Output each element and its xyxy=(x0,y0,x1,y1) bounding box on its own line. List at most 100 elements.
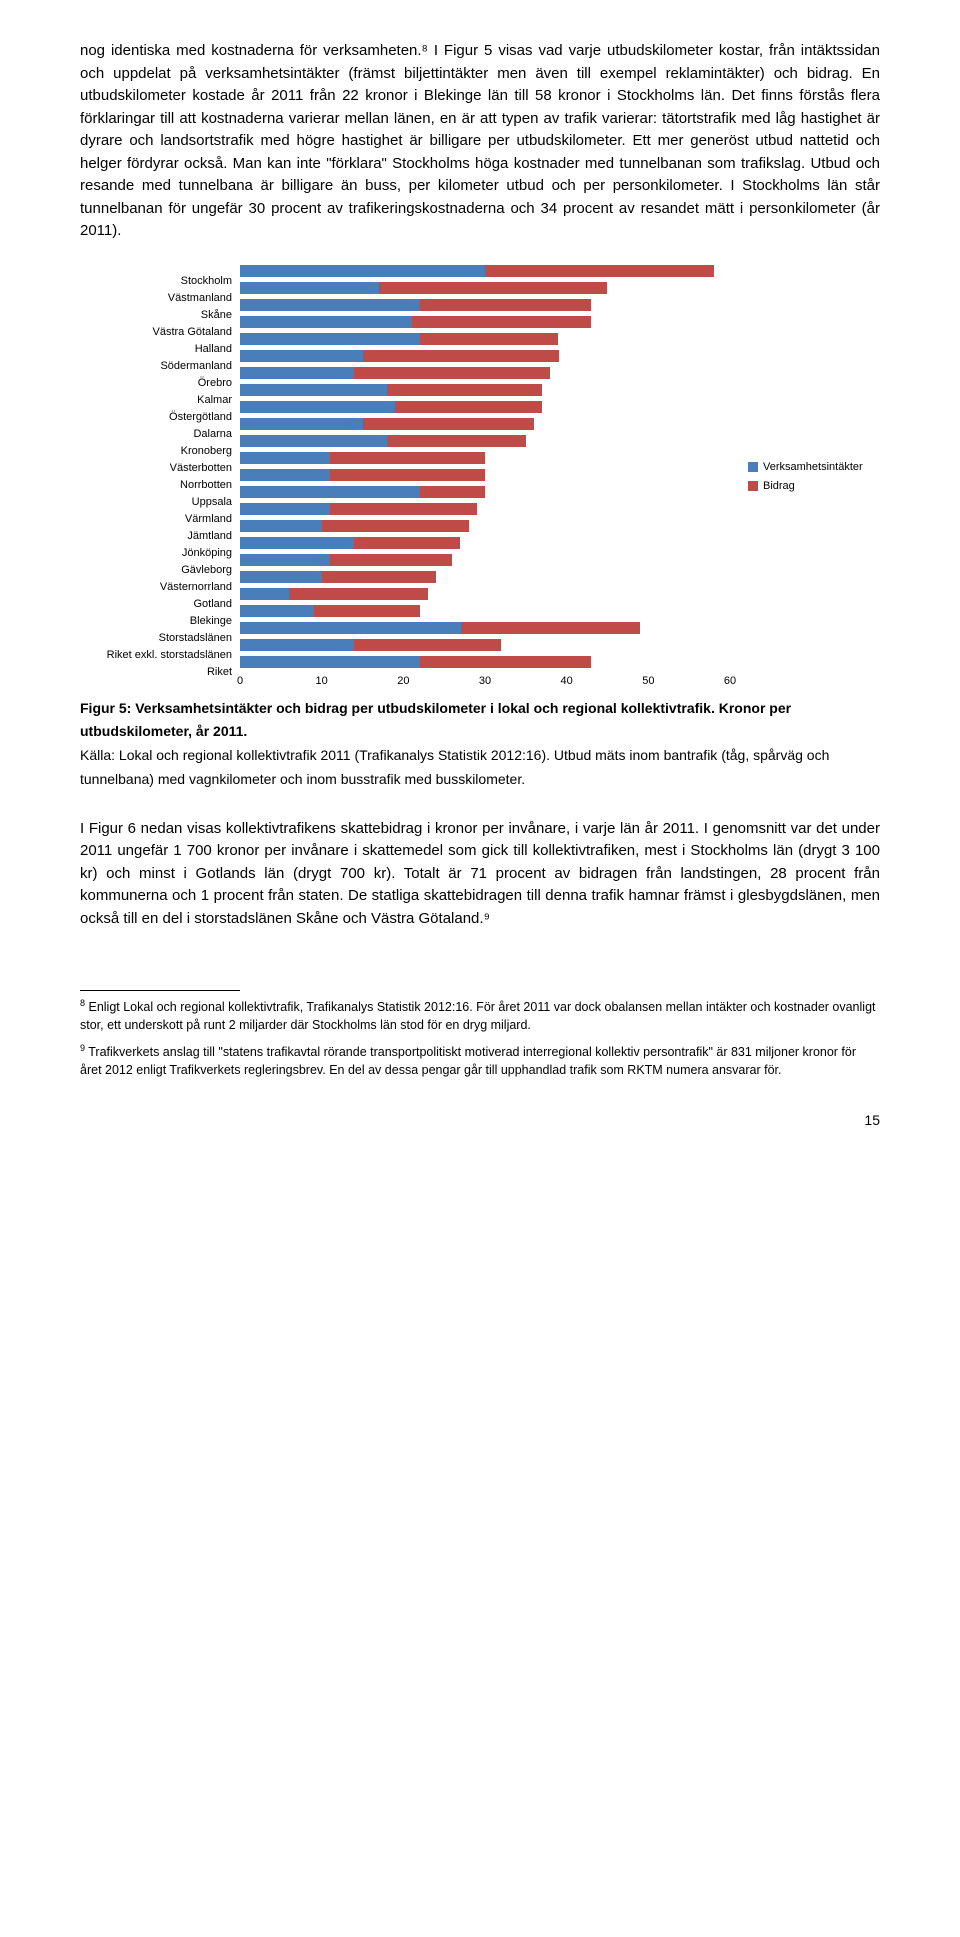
bar-segment xyxy=(240,486,420,498)
bar-row xyxy=(240,620,730,637)
y-axis-label: Kalmar xyxy=(80,392,232,409)
figure-5-chart: StockholmVästmanlandSkåneVästra Götaland… xyxy=(80,263,880,691)
bar-segment xyxy=(420,656,592,668)
y-axis-label: Jämtland xyxy=(80,528,232,545)
y-axis-label: Halland xyxy=(80,341,232,358)
bar-segment xyxy=(420,299,592,311)
bar-segment xyxy=(363,350,559,362)
x-axis-tick: 60 xyxy=(724,673,736,690)
bar-row xyxy=(240,365,730,382)
bar-segment xyxy=(330,469,485,481)
bar-segment xyxy=(412,316,592,328)
bar-segment xyxy=(240,469,330,481)
chart-y-labels: StockholmVästmanlandSkåneVästra Götaland… xyxy=(80,273,240,681)
bar-segment xyxy=(461,622,641,634)
legend-label-1: Verksamhetsintäkter xyxy=(763,459,863,476)
y-axis-label: Blekinge xyxy=(80,613,232,630)
bar-segment xyxy=(240,605,314,617)
bar-row xyxy=(240,314,730,331)
y-axis-label: Riket exkl. storstadslänen xyxy=(80,647,232,664)
bar-segment xyxy=(240,503,330,515)
bar-segment xyxy=(240,435,387,447)
bar-row xyxy=(240,433,730,450)
bar-segment xyxy=(330,452,485,464)
legend-item-bidrag: Bidrag xyxy=(748,478,880,495)
bar-row xyxy=(240,263,730,280)
bar-row xyxy=(240,569,730,586)
y-axis-label: Storstadslänen xyxy=(80,630,232,647)
bar-segment xyxy=(240,418,363,430)
bar-segment xyxy=(387,384,542,396)
bar-segment xyxy=(420,486,485,498)
x-axis-tick: 30 xyxy=(479,673,491,690)
caption-title: Figur 5: Verksamhetsintäkter och bidrag … xyxy=(80,700,791,740)
y-axis-label: Västra Götaland xyxy=(80,324,232,341)
caption-source: Källa: Lokal och regional kollektivtrafi… xyxy=(80,747,829,787)
bar-row xyxy=(240,654,730,671)
bar-row xyxy=(240,501,730,518)
bar-segment xyxy=(240,282,379,294)
body-paragraph-1: nog identiska med kostnaderna för verksa… xyxy=(80,40,880,243)
bar-segment xyxy=(240,384,387,396)
x-axis-tick: 10 xyxy=(316,673,328,690)
y-axis-label: Västerbotten xyxy=(80,460,232,477)
bar-segment xyxy=(240,571,322,583)
bar-row xyxy=(240,586,730,603)
bar-segment xyxy=(240,299,420,311)
legend-swatch-blue xyxy=(748,462,758,472)
bar-row xyxy=(240,518,730,535)
bar-row xyxy=(240,382,730,399)
bar-row xyxy=(240,484,730,501)
x-axis-tick: 0 xyxy=(237,673,243,690)
bar-row xyxy=(240,603,730,620)
bar-segment xyxy=(240,265,485,277)
bar-row xyxy=(240,348,730,365)
y-axis-label: Örebro xyxy=(80,375,232,392)
bar-segment xyxy=(395,401,542,413)
bar-segment xyxy=(322,520,469,532)
bar-row xyxy=(240,331,730,348)
bar-segment xyxy=(240,367,354,379)
bar-segment xyxy=(289,588,428,600)
y-axis-label: Västmanland xyxy=(80,290,232,307)
body-paragraph-2: I Figur 6 nedan visas kollektivtrafikens… xyxy=(80,818,880,931)
footnote-9: 9 Trafikverkets anslag till "statens tra… xyxy=(80,1042,880,1079)
bar-segment xyxy=(240,639,354,651)
bar-segment xyxy=(354,367,550,379)
footnote-8-text: Enligt Lokal och regional kollektivtrafi… xyxy=(80,1000,876,1032)
y-axis-label: Norrbotten xyxy=(80,477,232,494)
chart-legend: Verksamhetsintäkter Bidrag xyxy=(730,457,880,496)
y-axis-label: Dalarna xyxy=(80,426,232,443)
bar-segment xyxy=(240,401,395,413)
chart-x-axis: 0102030405060 xyxy=(240,671,730,691)
bar-segment xyxy=(354,537,460,549)
y-axis-label: Värmland xyxy=(80,511,232,528)
bar-segment xyxy=(330,554,453,566)
bar-row xyxy=(240,399,730,416)
bar-row xyxy=(240,535,730,552)
x-axis-tick: 20 xyxy=(397,673,409,690)
chart-plot-area: 0102030405060 xyxy=(240,263,730,691)
y-axis-label: Gävleborg xyxy=(80,562,232,579)
footnote-separator xyxy=(80,990,240,991)
bar-segment xyxy=(240,537,354,549)
y-axis-label: Skåne xyxy=(80,307,232,324)
bar-row xyxy=(240,637,730,654)
bar-segment xyxy=(363,418,535,430)
bar-segment xyxy=(379,282,608,294)
bar-segment xyxy=(354,639,501,651)
bar-row xyxy=(240,450,730,467)
legend-label-2: Bidrag xyxy=(763,478,795,495)
y-axis-label: Riket xyxy=(80,664,232,681)
footnote-8: 8 Enligt Lokal och regional kollektivtra… xyxy=(80,997,880,1034)
bar-segment xyxy=(240,350,363,362)
legend-item-verksamhet: Verksamhetsintäkter xyxy=(748,459,880,476)
y-axis-label: Södermanland xyxy=(80,358,232,375)
bar-row xyxy=(240,467,730,484)
bar-segment xyxy=(387,435,526,447)
bar-row xyxy=(240,280,730,297)
bar-segment xyxy=(240,656,420,668)
page-number: 15 xyxy=(80,1110,880,1131)
bar-segment xyxy=(240,333,420,345)
bar-segment xyxy=(240,520,322,532)
